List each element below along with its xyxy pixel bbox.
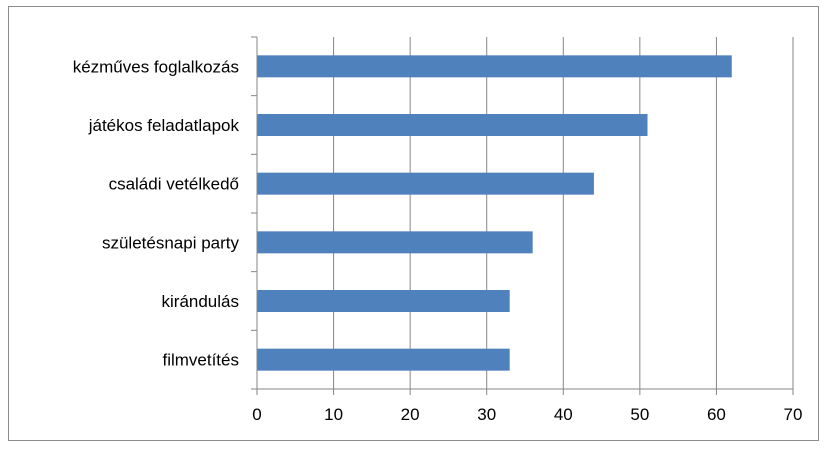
bar: [257, 231, 533, 254]
x-tick-label: 70: [784, 405, 803, 424]
x-tick-label: 30: [477, 405, 496, 424]
bar: [257, 172, 594, 195]
category-label: játékos feladatlapok: [88, 116, 240, 135]
bar: [257, 114, 648, 136]
category-label: filmvetítés: [162, 351, 239, 370]
category-label: kézműves foglalkozás: [73, 57, 239, 76]
bar: [257, 290, 510, 312]
x-tick-label: 50: [630, 405, 649, 424]
x-tick-label: 0: [252, 405, 261, 424]
bar: [257, 348, 510, 371]
category-label: születésnapi party: [102, 233, 240, 252]
category-label: kirándulás: [162, 292, 240, 311]
x-tick-label: 60: [707, 405, 726, 424]
x-tick-label: 20: [401, 405, 420, 424]
x-tick-label: 40: [554, 405, 573, 424]
category-label: családi vetélkedő: [109, 175, 239, 194]
x-tick-label: 10: [324, 405, 343, 424]
bar: [257, 55, 732, 78]
